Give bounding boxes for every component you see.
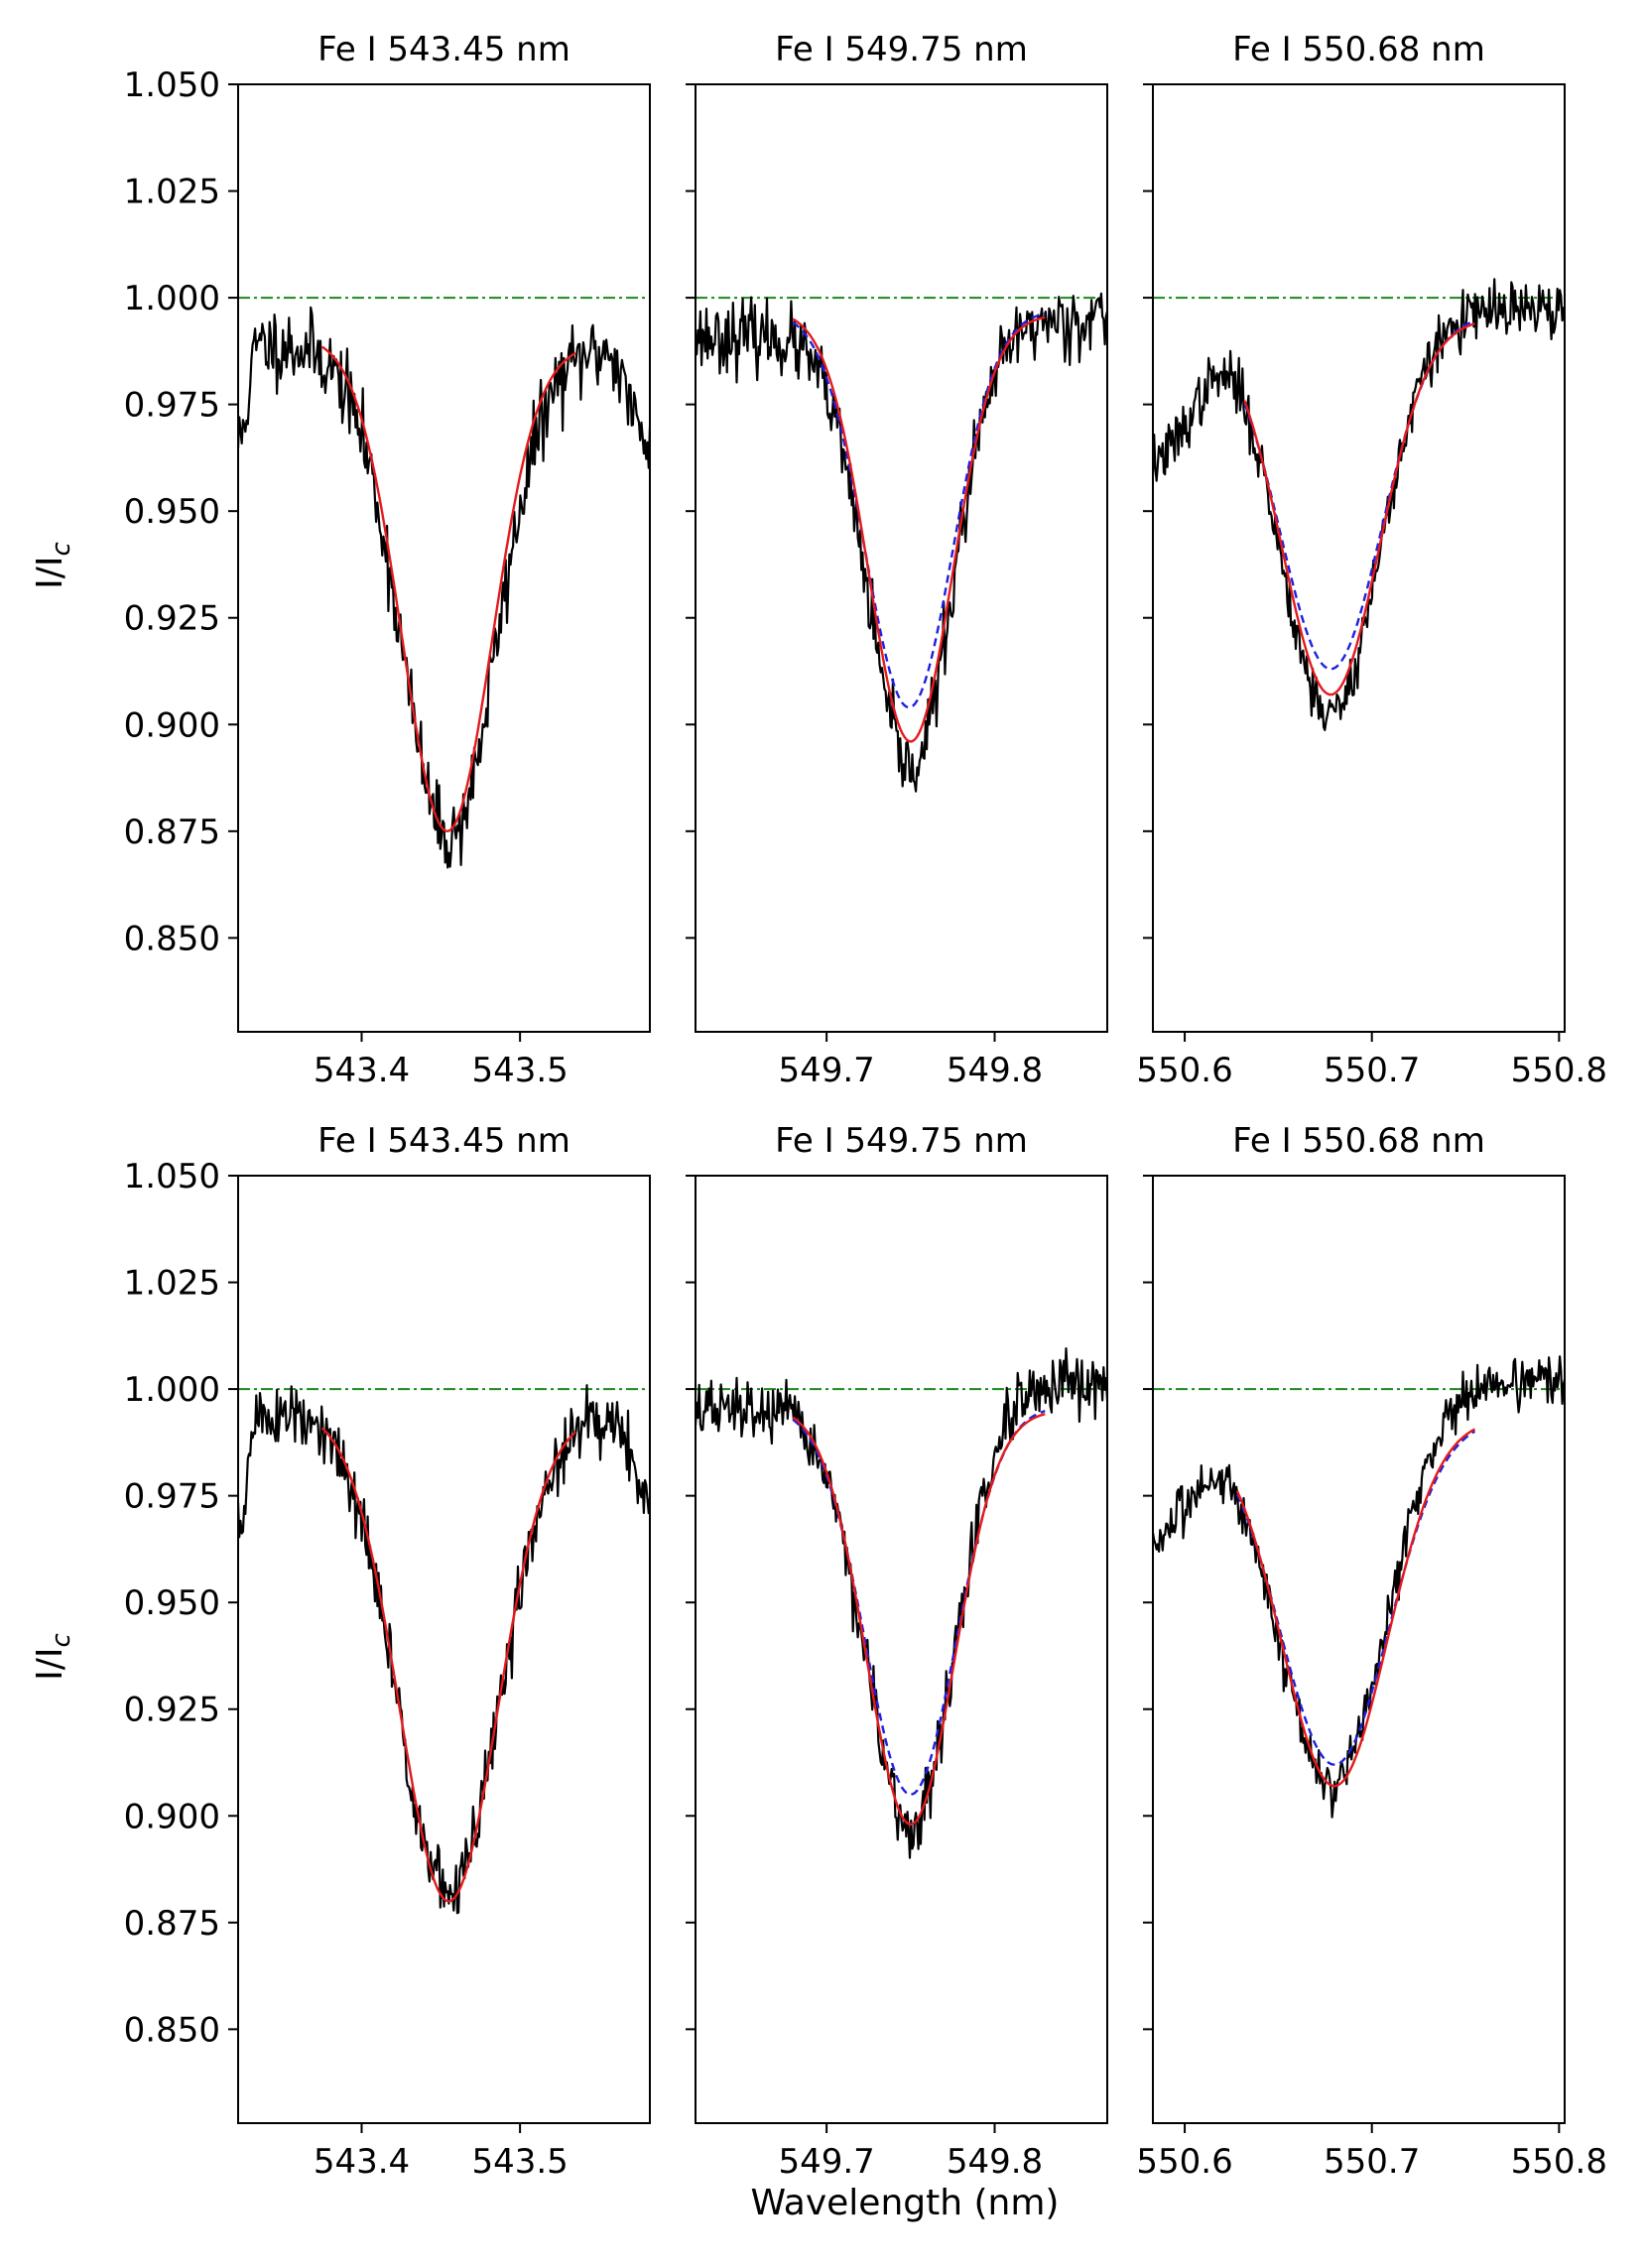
y-tick-label: 1.050 bbox=[124, 65, 220, 105]
y-tick-label: 0.850 bbox=[124, 2010, 220, 2050]
fit-profile bbox=[320, 1427, 576, 1903]
y-tick-label: 0.875 bbox=[124, 1904, 220, 1944]
observed-spectrum bbox=[1153, 1355, 1565, 1819]
panel-2-1: 0.850 0.875 0.900 0.925 0.950 0.975 1.000 1.025… bbox=[124, 1121, 651, 2182]
observed-spectrum bbox=[696, 1347, 1107, 1859]
y-axis-label-top: I/Ic bbox=[30, 542, 76, 589]
fit-profile bbox=[792, 315, 1046, 743]
fit-profile bbox=[1243, 322, 1475, 696]
x-tick-label: 543.4 bbox=[314, 2142, 410, 2182]
model-profile-dashed bbox=[1235, 1430, 1476, 1766]
y-axis-label-bottom: I/Ic bbox=[30, 1633, 76, 1681]
panel-2-3: 550.6 550.7 550.8 Fe I 550.68 nm bbox=[1136, 1121, 1607, 2182]
panel-1-3: 550.6 550.7 550.8 Fe I 550.68 nm bbox=[1136, 30, 1607, 1090]
axes-frame bbox=[237, 83, 651, 1033]
panels: 0.850 0.875 0.900 0.925 0.950 0.975 1.000 1.025… bbox=[124, 30, 1607, 2182]
x-tick-label: 543.5 bbox=[471, 1051, 568, 1090]
y-tick-label: 0.900 bbox=[124, 1797, 220, 1836]
model-profile-dashed bbox=[792, 312, 1046, 709]
panel-title: Fe I 543.45 nm bbox=[317, 1121, 570, 1161]
x-tick-label: 550.7 bbox=[1324, 2142, 1420, 2182]
x-tick-label: 550.8 bbox=[1511, 2142, 1607, 2182]
x-axis-label: Wavelength (nm) bbox=[751, 2183, 1060, 2223]
x-tick-label: 550.6 bbox=[1136, 1051, 1232, 1090]
panel-1-1: 0.850 0.875 0.900 0.925 0.950 0.975 1.000 1.025… bbox=[124, 30, 651, 1090]
x-tick-label: 549.8 bbox=[947, 2142, 1043, 2182]
axes-frame bbox=[1152, 1175, 1566, 2124]
x-tick-label: 550.6 bbox=[1136, 2142, 1232, 2182]
x-tick-label: 550.8 bbox=[1511, 1051, 1607, 1090]
y-tick-label: 1.000 bbox=[124, 1370, 220, 1410]
x-tick-label: 549.7 bbox=[778, 1051, 874, 1090]
x-tick-label: 550.7 bbox=[1324, 1051, 1420, 1090]
y-tick-label: 0.950 bbox=[124, 492, 220, 532]
axes-frame bbox=[695, 83, 1108, 1033]
observed-spectrum bbox=[238, 306, 650, 869]
axes-frame bbox=[695, 1175, 1108, 2124]
y-tick-label: 1.025 bbox=[124, 173, 220, 212]
model-profile-dashed bbox=[792, 1410, 1046, 1797]
panel-title: Fe I 549.75 nm bbox=[775, 1121, 1028, 1161]
panel-1-2: 549.7 549.8 Fe I 549.75 nm bbox=[686, 30, 1108, 1090]
axes-frame bbox=[237, 1175, 651, 2124]
y-tick-label: 0.950 bbox=[124, 1583, 220, 1623]
model-profile-dashed bbox=[1243, 319, 1475, 671]
y-tick-label: 0.875 bbox=[124, 813, 220, 852]
axes-frame bbox=[1152, 83, 1566, 1033]
y-tick-label: 1.050 bbox=[124, 1157, 220, 1197]
x-tick-label: 543.4 bbox=[314, 1051, 410, 1090]
observed-spectrum bbox=[696, 292, 1107, 793]
x-tick-label: 543.5 bbox=[471, 2142, 568, 2182]
y-tick-label: 0.975 bbox=[124, 386, 220, 426]
observed-spectrum bbox=[238, 1384, 650, 1915]
fit-profile bbox=[320, 345, 576, 833]
y-tick-label: 0.900 bbox=[124, 705, 220, 745]
observed-spectrum bbox=[1153, 278, 1565, 731]
panel-title: Fe I 550.68 nm bbox=[1232, 30, 1485, 69]
fit-profile bbox=[792, 1413, 1046, 1827]
y-tick-label: 0.975 bbox=[124, 1477, 220, 1517]
y-tick-label: 1.000 bbox=[124, 279, 220, 318]
panel-2-2: 549.7 549.8 Fe I 549.75 nm bbox=[686, 1121, 1108, 2182]
y-tick-label: 0.925 bbox=[124, 599, 220, 639]
y-tick-label: 0.850 bbox=[124, 919, 220, 958]
y-tick-label: 1.025 bbox=[124, 1264, 220, 1304]
fit-profile bbox=[1235, 1428, 1476, 1788]
panel-title: Fe I 543.45 nm bbox=[317, 30, 570, 69]
x-tick-label: 549.7 bbox=[778, 2142, 874, 2182]
y-tick-label: 0.925 bbox=[124, 1691, 220, 1730]
x-tick-label: 549.8 bbox=[947, 1051, 1043, 1090]
panel-title: Fe I 550.68 nm bbox=[1232, 1121, 1485, 1161]
panel-title: Fe I 549.75 nm bbox=[775, 30, 1028, 69]
